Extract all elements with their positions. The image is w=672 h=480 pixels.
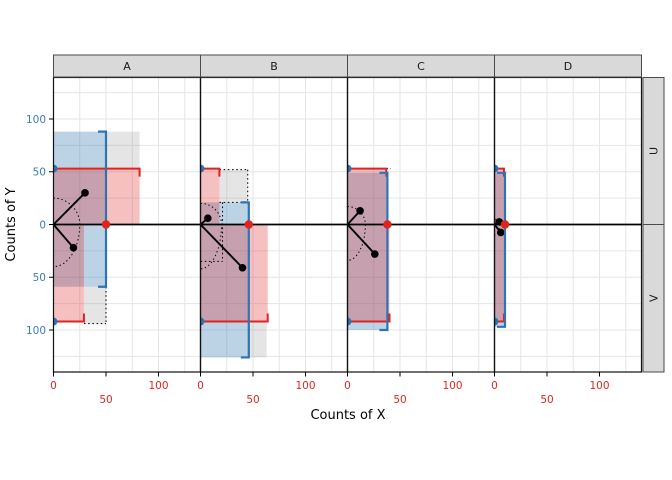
y-tick-label: 100	[26, 325, 46, 337]
red-band-upper-A	[53, 168, 140, 225]
marks-layer	[52, 130, 510, 359]
red-step-lower-B	[200, 313, 269, 323]
gray-band-upper-A	[106, 131, 140, 169]
y-tick-label: 50	[33, 167, 46, 179]
blue-band-lower-C	[347, 224, 388, 330]
blue-band-lower-B	[200, 224, 249, 358]
vector-segment-A	[52, 192, 86, 226]
blue-bracket-B	[240, 201, 250, 359]
x-tick-label: 0	[50, 380, 57, 392]
x-tick-label: 0	[491, 380, 498, 392]
red-step-lower-C	[347, 313, 391, 323]
vector-segment-B	[199, 223, 244, 269]
x-tick-label: 100	[148, 380, 168, 392]
vector-point-C-lower	[371, 250, 379, 258]
strip-col-label-B: B	[270, 60, 278, 73]
red-step-upper-B	[200, 167, 221, 177]
strip-col-D	[494, 54, 642, 78]
x-tick-label: 0	[344, 380, 351, 392]
red-anchor-dot-D	[500, 220, 510, 229]
x-tick-label: 50	[393, 394, 406, 406]
strip-col-label-A: A	[123, 60, 131, 73]
blue-bracket-D	[497, 171, 507, 328]
red-step-lower-A	[53, 313, 85, 323]
vector-segment-C	[346, 223, 376, 255]
blue-band-lower-D	[494, 224, 505, 327]
strip-row-label-V: V	[648, 294, 661, 302]
red-band-upper-B	[200, 168, 220, 225]
y-tick-label: 100	[26, 114, 46, 126]
y-tick-label: 50	[33, 272, 46, 284]
dotted-arc-B	[200, 202, 223, 270]
x-tick-label: 0	[197, 380, 204, 392]
gray-band-lower-B	[247, 321, 267, 358]
blue-band-upper-D	[494, 172, 505, 225]
vector-point-C-upper	[356, 206, 364, 215]
axis-layer: 0 50 100 0 50 100 0 50 100 0 50 100 100 50 0 50 100 Count…	[4, 114, 610, 423]
blue-edge-marker-B-upper	[200, 164, 205, 173]
x-tick-label: 50	[540, 394, 553, 406]
red-band-lower-B	[200, 224, 268, 322]
strip-col-label-C: C	[417, 60, 425, 73]
red-step-upper-A	[53, 167, 141, 177]
fills-layer	[53, 131, 505, 358]
x-tick-label: 100	[295, 380, 315, 392]
blue-bracket-A	[98, 130, 108, 288]
vector-segment-A	[52, 223, 75, 249]
red-band-lower-D	[494, 224, 504, 322]
blue-edge-marker-B-lower	[200, 317, 205, 326]
vector-point-B-lower	[238, 263, 247, 272]
gray-band-upper-B	[219, 169, 248, 203]
red-anchor-dot-B	[244, 220, 253, 229]
red-band-lower-A	[53, 224, 84, 322]
red-band-lower-C	[347, 224, 390, 322]
vector-point-A-upper	[81, 189, 89, 197]
blue-edge-marker-A-upper	[53, 164, 58, 173]
blue-edge-marker-C-upper	[347, 164, 352, 173]
blue-bracket-C	[379, 171, 389, 332]
vector-point-A-lower	[69, 243, 78, 252]
x-tick-label: 50	[246, 394, 259, 406]
y-tick-label: 0	[39, 219, 46, 231]
x-tick-label: 100	[442, 380, 462, 392]
strip-row-V	[642, 224, 665, 373]
strip-row-label-U: U	[648, 147, 661, 155]
red-band-upper-D	[494, 168, 504, 225]
dotted-arc-C	[347, 206, 366, 261]
red-anchor-dot-A	[101, 220, 111, 229]
vector-point-D-lower	[497, 228, 505, 237]
blue-band-upper-A	[53, 131, 106, 225]
x-tick-label: 100	[589, 380, 609, 392]
blue-band-upper-B	[200, 202, 249, 225]
x-axis-title: Counts of X	[310, 408, 385, 423]
x-tick-label: 50	[99, 394, 112, 406]
strip-col-label-D: D	[564, 60, 572, 73]
blue-edge-marker-D-upper	[494, 164, 499, 173]
red-band-upper-C	[347, 168, 387, 225]
blue-edge-marker-A-lower	[53, 317, 58, 326]
blue-edge-marker-C-lower	[347, 317, 352, 326]
strips-layer: A B C D U V	[53, 54, 665, 373]
red-anchor-dot-C	[383, 220, 392, 229]
blue-edge-marker-D-lower	[494, 317, 499, 326]
vector-point-B-upper	[204, 214, 212, 222]
y-axis-title: Counts of Y	[4, 187, 19, 261]
gray-band-lower-A	[83, 286, 106, 324]
